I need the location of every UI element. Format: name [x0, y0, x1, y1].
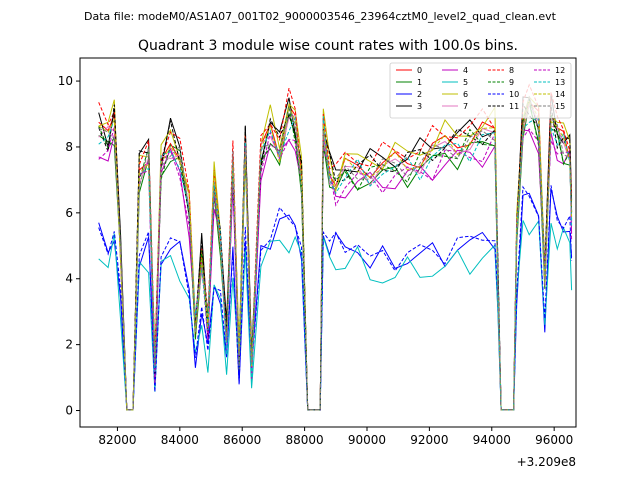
x-tick-label: 86000	[223, 433, 261, 447]
legend-label-1: 1	[417, 78, 422, 87]
legend-label-9: 9	[509, 78, 514, 87]
legend-label-6: 6	[463, 90, 468, 99]
suptitle: Data file: modeM0/AS1A07_001T02_90000035…	[84, 10, 557, 23]
y-tick-label: 0	[65, 404, 73, 418]
legend-frame	[389, 62, 572, 119]
legend-label-3: 3	[417, 102, 422, 111]
x-axis: 82000 84000 86000 88000 90000 92000 94000 96000	[98, 427, 573, 447]
x-tick-label: 90000	[348, 433, 386, 447]
legend-label-2: 2	[417, 90, 422, 99]
chart-title: Quadrant 3 module wise count rates with …	[138, 38, 518, 54]
legend-label-10: 10	[509, 90, 519, 99]
x-tick-label: 92000	[410, 433, 448, 447]
legend-label-13: 13	[555, 78, 565, 87]
legend-label-14: 14	[555, 90, 565, 99]
plot-frame	[79, 57, 577, 428]
x-tick-label: 82000	[98, 433, 136, 447]
x-tick-label: 96000	[535, 433, 573, 447]
series-line-13	[98, 116, 573, 411]
legend-label-4: 4	[463, 66, 468, 75]
y-axis: 0 2 4 6 8 10	[58, 74, 80, 418]
x-tick-label: 84000	[161, 433, 199, 447]
series-layer	[98, 83, 573, 411]
y-tick-label: 10	[58, 74, 73, 88]
y-tick-label: 2	[65, 338, 73, 352]
legend-label-5: 5	[463, 78, 468, 87]
y-tick-label: 8	[65, 140, 73, 154]
legend-label-12: 12	[555, 66, 565, 75]
x-tick-label: 88000	[286, 433, 324, 447]
legend-label-7: 7	[463, 102, 468, 111]
y-tick-label: 6	[65, 206, 73, 220]
legend-label-8: 8	[509, 66, 514, 75]
x-tick-label: 94000	[473, 433, 511, 447]
legend-label-15: 15	[555, 102, 565, 111]
x-offset-label: +3.209e8	[517, 455, 576, 469]
legend-label-11: 11	[509, 102, 519, 111]
y-tick-label: 4	[65, 272, 73, 286]
legend-label-0: 0	[417, 66, 422, 75]
